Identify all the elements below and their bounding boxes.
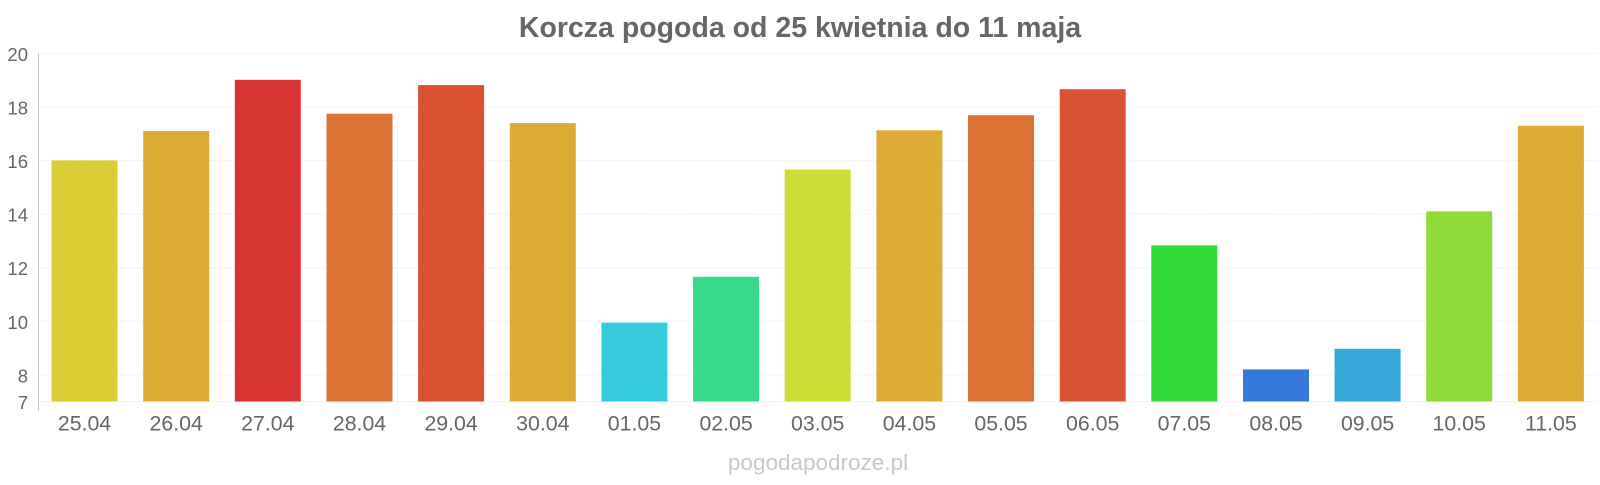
svg-text:11.05: 11.05 — [1525, 412, 1577, 436]
svg-text:29.04: 29.04 — [424, 412, 477, 436]
svg-text:8: 8 — [18, 365, 28, 386]
svg-text:27.04: 27.04 — [241, 412, 294, 436]
svg-text:03.05: 03.05 — [791, 412, 844, 436]
svg-text:Korcza pogoda od 25 kwietnia d: Korcza pogoda od 25 kwietnia do 11 maja — [519, 12, 1082, 44]
svg-text:07.05: 07.05 — [1158, 412, 1211, 436]
svg-text:25.04: 25.04 — [58, 412, 111, 436]
svg-text:10: 10 — [7, 312, 28, 333]
svg-text:09.05: 09.05 — [1341, 412, 1394, 436]
svg-text:30.04: 30.04 — [516, 412, 569, 436]
svg-text:12: 12 — [7, 258, 28, 279]
svg-text:02.05: 02.05 — [699, 412, 752, 436]
svg-text:16: 16 — [7, 151, 28, 172]
svg-text:20: 20 — [7, 44, 28, 65]
svg-text:05.05: 05.05 — [974, 412, 1027, 436]
svg-text:14: 14 — [7, 205, 28, 226]
svg-text:06.05: 06.05 — [1066, 412, 1119, 436]
svg-text:pogodapodroze.pl: pogodapodroze.pl — [728, 450, 908, 475]
svg-text:7: 7 — [18, 392, 28, 413]
svg-text:18: 18 — [7, 98, 28, 119]
svg-text:10.05: 10.05 — [1433, 412, 1486, 436]
svg-text:28.04: 28.04 — [333, 412, 386, 436]
svg-text:04.05: 04.05 — [883, 412, 936, 436]
svg-text:08.05: 08.05 — [1249, 412, 1302, 436]
svg-text:01.05: 01.05 — [608, 412, 661, 436]
svg-text:26.04: 26.04 — [150, 412, 203, 436]
